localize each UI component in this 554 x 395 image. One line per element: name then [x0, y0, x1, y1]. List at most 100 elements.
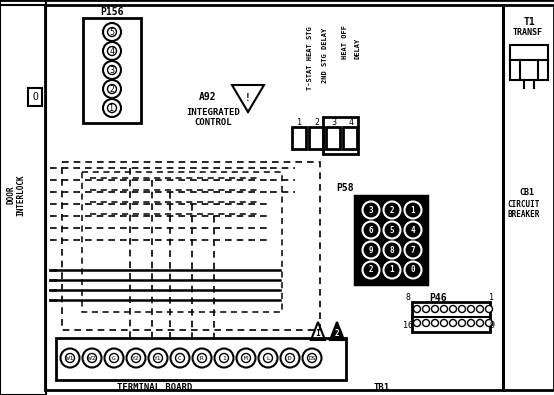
Circle shape — [107, 85, 116, 94]
Circle shape — [307, 354, 316, 363]
Circle shape — [110, 354, 119, 363]
Circle shape — [423, 305, 429, 312]
Circle shape — [404, 241, 422, 258]
Text: 4: 4 — [411, 226, 416, 235]
Text: R: R — [200, 356, 204, 361]
Circle shape — [197, 354, 207, 363]
Circle shape — [103, 23, 121, 41]
Text: 3: 3 — [331, 117, 336, 126]
Text: 2ND STG DELAY: 2ND STG DELAY — [322, 27, 328, 83]
Text: L: L — [266, 356, 270, 361]
Circle shape — [280, 348, 300, 367]
Circle shape — [485, 320, 493, 327]
Circle shape — [440, 305, 448, 312]
Circle shape — [103, 42, 121, 60]
Circle shape — [383, 222, 401, 239]
Circle shape — [459, 320, 465, 327]
Circle shape — [105, 348, 124, 367]
Text: 5: 5 — [110, 28, 115, 36]
Text: 6: 6 — [369, 226, 373, 235]
Circle shape — [432, 320, 439, 327]
Circle shape — [83, 348, 101, 367]
Circle shape — [383, 241, 401, 258]
Circle shape — [126, 348, 146, 367]
Circle shape — [148, 348, 167, 367]
Text: Y1: Y1 — [154, 356, 162, 361]
Text: 5: 5 — [389, 226, 394, 235]
Text: 2: 2 — [369, 265, 373, 275]
Text: 9: 9 — [490, 320, 495, 329]
Circle shape — [259, 348, 278, 367]
Text: DS: DS — [308, 356, 316, 361]
Polygon shape — [330, 322, 344, 340]
Bar — [62, 162, 320, 330]
Bar — [56, 338, 346, 380]
Text: CONTROL: CONTROL — [194, 117, 232, 126]
Bar — [412, 302, 490, 332]
Circle shape — [107, 28, 116, 36]
Circle shape — [176, 354, 184, 363]
Text: C: C — [178, 356, 182, 361]
Text: T1: T1 — [524, 17, 536, 27]
Circle shape — [362, 241, 379, 258]
Text: O: O — [32, 92, 38, 102]
Text: 2: 2 — [335, 329, 339, 337]
Circle shape — [107, 66, 116, 75]
Circle shape — [476, 305, 484, 312]
Circle shape — [153, 354, 162, 363]
Circle shape — [440, 320, 448, 327]
Circle shape — [404, 201, 422, 218]
Text: 8: 8 — [389, 246, 394, 254]
Circle shape — [413, 320, 420, 327]
Bar — [326, 127, 340, 149]
Bar — [28, 88, 42, 106]
Text: 16: 16 — [403, 320, 413, 329]
Text: 1: 1 — [389, 265, 394, 275]
Circle shape — [468, 305, 474, 312]
Circle shape — [383, 261, 401, 278]
Bar — [503, 5, 554, 390]
Text: T-STAT HEAT STG: T-STAT HEAT STG — [307, 26, 313, 90]
Text: INTEGRATED: INTEGRATED — [186, 107, 240, 117]
Circle shape — [192, 348, 212, 367]
Circle shape — [404, 222, 422, 239]
Text: 1: 1 — [110, 103, 115, 113]
Text: 4: 4 — [348, 117, 353, 126]
Text: D: D — [288, 356, 292, 361]
Circle shape — [219, 354, 228, 363]
Circle shape — [423, 320, 429, 327]
Text: W2: W2 — [88, 356, 96, 361]
Text: 7: 7 — [411, 246, 416, 254]
Text: P46: P46 — [429, 293, 447, 303]
Circle shape — [214, 348, 233, 367]
Circle shape — [468, 320, 474, 327]
Circle shape — [60, 348, 80, 367]
Text: CIRCUIT: CIRCUIT — [508, 199, 540, 209]
Text: 1: 1 — [411, 205, 416, 214]
Circle shape — [404, 261, 422, 278]
Text: TB1: TB1 — [374, 382, 390, 391]
Text: BREAKER: BREAKER — [508, 209, 540, 218]
Text: 3: 3 — [369, 205, 373, 214]
Circle shape — [362, 222, 379, 239]
Circle shape — [362, 261, 379, 278]
Text: DELAY: DELAY — [355, 38, 361, 58]
Circle shape — [383, 201, 401, 218]
Text: 4: 4 — [110, 47, 115, 56]
Circle shape — [476, 320, 484, 327]
Text: 2: 2 — [315, 117, 320, 126]
Text: DOOR
INTERLOCK: DOOR INTERLOCK — [6, 174, 25, 216]
Circle shape — [413, 305, 420, 312]
Circle shape — [285, 354, 295, 363]
Circle shape — [362, 201, 379, 218]
Text: P58: P58 — [336, 183, 354, 193]
Text: !: ! — [245, 93, 251, 103]
Text: Y2: Y2 — [132, 356, 140, 361]
Text: 1: 1 — [316, 329, 320, 337]
Text: 8: 8 — [406, 293, 411, 303]
Circle shape — [237, 348, 255, 367]
Bar — [83, 18, 141, 123]
Circle shape — [65, 354, 74, 363]
Text: 3: 3 — [110, 66, 115, 75]
Circle shape — [107, 47, 116, 56]
